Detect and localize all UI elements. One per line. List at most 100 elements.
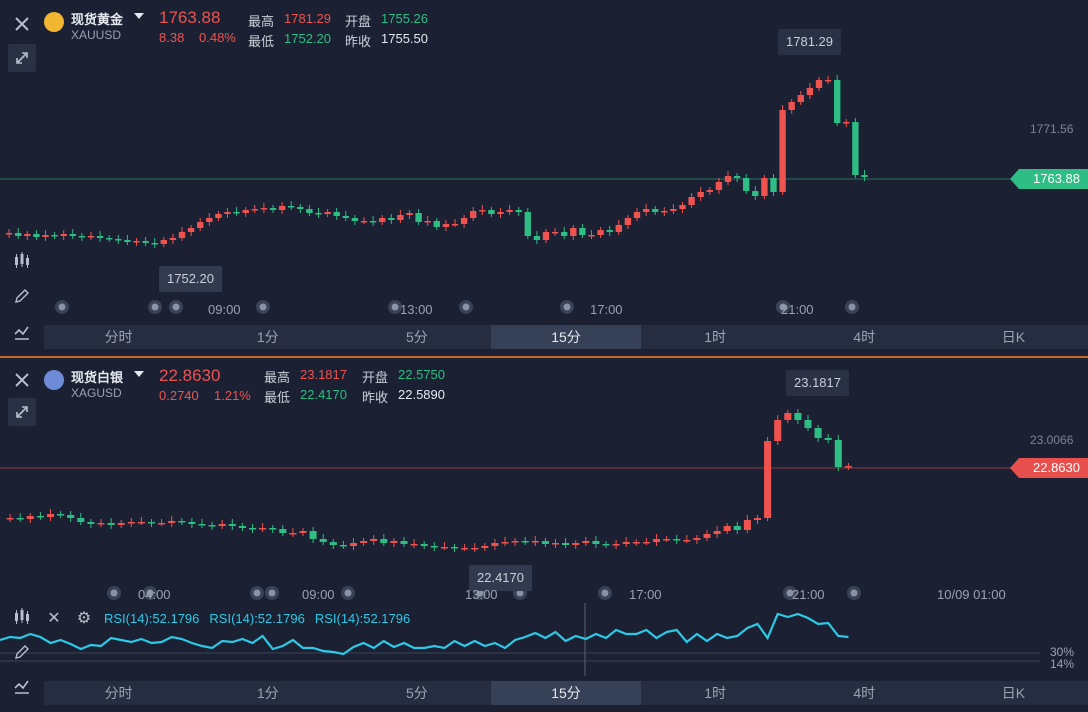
tab-4hour[interactable]: 4时 bbox=[853, 685, 876, 701]
event-marker-dot bbox=[848, 303, 856, 311]
candle bbox=[688, 197, 695, 205]
candle bbox=[388, 218, 395, 220]
candle bbox=[788, 102, 795, 110]
expand-icon[interactable] bbox=[8, 398, 36, 426]
candle bbox=[542, 232, 550, 240]
tab-1min[interactable]: 1分 bbox=[256, 329, 279, 345]
expand-icon[interactable] bbox=[8, 44, 36, 72]
candle bbox=[15, 233, 22, 236]
time-axis-label: 21:00 bbox=[781, 302, 814, 317]
gold-candlestick-chart[interactable] bbox=[0, 0, 1088, 356]
candle bbox=[824, 438, 832, 440]
candle bbox=[733, 176, 741, 178]
candle bbox=[370, 539, 378, 541]
candle bbox=[779, 110, 786, 192]
symbol-name[interactable]: 现货白银 bbox=[71, 370, 124, 385]
tab-timeshare[interactable]: 分时 bbox=[104, 329, 133, 345]
close-icon[interactable] bbox=[8, 366, 36, 394]
candle bbox=[743, 520, 751, 530]
candle bbox=[724, 176, 732, 182]
close-icon[interactable]: ✕ bbox=[47, 610, 61, 627]
tab-5min[interactable]: 5分 bbox=[405, 685, 428, 701]
gear-icon[interactable]: ⚙ bbox=[76, 610, 92, 627]
symbol-code: XAGUSD bbox=[71, 386, 122, 400]
candle bbox=[642, 209, 650, 212]
tab-daily[interactable]: 日K bbox=[1001, 685, 1026, 701]
pencil-icon[interactable] bbox=[8, 282, 36, 310]
indicator-icon[interactable] bbox=[8, 672, 36, 700]
candle bbox=[572, 543, 580, 545]
tab-daily[interactable]: 日K bbox=[1001, 329, 1026, 345]
candle bbox=[506, 210, 513, 212]
candle bbox=[78, 236, 86, 238]
candle bbox=[588, 235, 595, 237]
candle bbox=[69, 234, 76, 236]
rsi-label: RSI(14):52.1796 bbox=[104, 610, 200, 626]
event-marker-dot bbox=[563, 303, 571, 311]
event-marker-dot bbox=[253, 589, 261, 597]
tab-timeshare[interactable]: 分时 bbox=[104, 685, 133, 701]
candle bbox=[706, 190, 713, 192]
candle bbox=[42, 235, 49, 237]
candle-type-icon[interactable] bbox=[8, 602, 36, 630]
tab-4hour[interactable]: 4时 bbox=[853, 329, 876, 345]
prev-close-label: 昨收 bbox=[345, 34, 372, 49]
chevron-down-icon[interactable] bbox=[134, 13, 144, 19]
open-value: 1755.26 bbox=[381, 11, 428, 26]
tab-1hour[interactable]: 1时 bbox=[704, 685, 727, 701]
candle bbox=[238, 526, 246, 528]
candle bbox=[753, 518, 762, 520]
candle bbox=[410, 544, 418, 546]
close-icon[interactable] bbox=[8, 10, 36, 38]
candle bbox=[471, 548, 479, 550]
candle bbox=[815, 80, 823, 88]
candle bbox=[228, 524, 236, 526]
candle-type-icon[interactable] bbox=[8, 246, 36, 274]
tab-1hour[interactable]: 1时 bbox=[704, 329, 727, 345]
event-marker-dot bbox=[850, 589, 858, 597]
symbol-name[interactable]: 现货黄金 bbox=[71, 12, 124, 27]
tab-15min[interactable]: 15分 bbox=[491, 325, 641, 349]
candle bbox=[279, 529, 287, 533]
tab-15min[interactable]: 15分 bbox=[491, 681, 641, 705]
candle bbox=[632, 542, 640, 544]
candle bbox=[6, 518, 14, 520]
time-axis-label: 04:00 bbox=[138, 587, 171, 602]
candle bbox=[87, 236, 95, 238]
candle bbox=[51, 235, 58, 237]
candle bbox=[597, 230, 604, 235]
tab-5min[interactable]: 5分 bbox=[405, 329, 428, 345]
rsi-level-30: 30% bbox=[1050, 645, 1075, 659]
candle bbox=[142, 241, 149, 243]
candle bbox=[652, 539, 661, 542]
prev-close-label: 昨收 bbox=[362, 390, 389, 405]
candle bbox=[188, 522, 196, 524]
gold-coin-icon bbox=[44, 12, 64, 32]
candle bbox=[481, 546, 489, 548]
tab-1min[interactable]: 1分 bbox=[256, 685, 279, 701]
open-label: 开盘 bbox=[345, 14, 372, 29]
event-marker-dot bbox=[516, 589, 524, 597]
silver-candlestick-chart[interactable] bbox=[0, 358, 1088, 712]
high-label: 最高 bbox=[248, 14, 275, 29]
candle bbox=[299, 531, 307, 533]
candle bbox=[151, 243, 158, 245]
event-marker-dot bbox=[601, 589, 609, 597]
indicator-icon[interactable] bbox=[8, 318, 36, 346]
candle bbox=[115, 239, 122, 241]
candle bbox=[804, 420, 812, 428]
candle bbox=[278, 206, 286, 210]
candle bbox=[5, 233, 13, 235]
candle bbox=[415, 213, 422, 222]
candle bbox=[622, 542, 630, 544]
candle bbox=[33, 234, 40, 237]
candle bbox=[259, 528, 267, 530]
silver-left-toolbar bbox=[0, 358, 44, 712]
candle bbox=[844, 466, 852, 468]
chevron-down-icon[interactable] bbox=[134, 371, 144, 377]
event-marker-dot bbox=[268, 589, 276, 597]
candle bbox=[46, 514, 55, 517]
time-axis-label: 17:00 bbox=[629, 587, 662, 602]
candle bbox=[442, 224, 450, 227]
pencil-icon[interactable] bbox=[8, 638, 36, 666]
